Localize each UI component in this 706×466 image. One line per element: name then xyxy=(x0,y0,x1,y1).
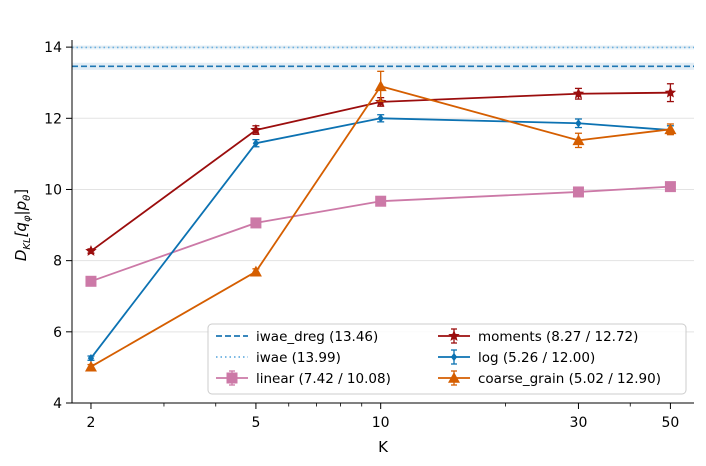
data-point-log xyxy=(87,353,95,363)
series-line-log xyxy=(90,117,671,359)
y-tick-label-4: 4 xyxy=(53,396,62,412)
data-point-linear xyxy=(85,275,97,287)
legend-item-log: log (5.26 / 12.00) xyxy=(438,349,595,366)
x-axis-title: K xyxy=(378,438,389,456)
legend: iwae_dreg (13.46) iwae (13.99) linear (7… xyxy=(207,323,687,395)
data-point-coarse_grain xyxy=(374,80,387,92)
data-point-log xyxy=(252,139,260,148)
y-axis-title-theta: θ xyxy=(22,195,33,201)
y-tick-label-10: 10 xyxy=(44,182,62,198)
x-tick-label-2: 2 xyxy=(87,415,96,431)
data-point-moments xyxy=(572,87,585,99)
data-point-log xyxy=(377,114,384,123)
legend-label-log: log (5.26 / 12.00) xyxy=(478,350,595,366)
legend-label-linear: linear (7.42 / 10.08) xyxy=(256,371,391,387)
data-point-coarse_grain xyxy=(249,265,262,277)
y-tick-label-8: 8 xyxy=(53,254,62,270)
legend-box xyxy=(207,323,687,395)
y-tick-label-6: 6 xyxy=(53,325,62,341)
y-axis-title-phi: φ xyxy=(22,215,33,222)
legend-swatch-marker-moments xyxy=(448,330,460,341)
legend-item-iwae-dreg: iwae_dreg (13.46) xyxy=(216,329,378,345)
axes: 4 6 8 10 12 14 2 5 10 30 50 xyxy=(44,40,694,431)
legend-item-linear: linear (7.42 / 10.08) xyxy=(216,370,391,387)
legend-item-iwae: iwae (13.99) xyxy=(216,350,341,366)
data-point-linear xyxy=(250,217,262,229)
data-point-linear xyxy=(375,195,387,207)
legend-item-coarse-grain: coarse_grain (5.02 / 12.90) xyxy=(438,370,661,387)
reference-lines xyxy=(72,45,694,70)
legend-label-moments: moments (8.27 / 12.72) xyxy=(478,329,638,345)
legend-item-moments: moments (8.27 / 12.72) xyxy=(438,328,638,345)
y-axis-title-q: [q xyxy=(12,222,30,237)
x-tick-label-10: 10 xyxy=(372,415,390,431)
series-layer xyxy=(84,70,677,372)
x-tick-label-5: 5 xyxy=(251,415,260,431)
y-axis-title-d: D xyxy=(12,250,30,262)
y-axis-title-close: ] xyxy=(12,189,30,195)
data-point-log xyxy=(575,119,582,128)
legend-label-coarse-grain: coarse_grain (5.02 / 12.90) xyxy=(478,371,661,387)
y-tick-label-12: 12 xyxy=(44,111,62,127)
y-tick-label-14: 14 xyxy=(44,40,62,56)
y-axis-title-kl: KL xyxy=(22,237,33,249)
data-point-coarse_grain xyxy=(664,123,677,135)
series-log xyxy=(87,114,674,363)
data-point-coarse_grain xyxy=(84,360,97,372)
series-linear xyxy=(85,181,676,287)
legend-swatch-marker-log xyxy=(450,352,458,362)
data-point-moments xyxy=(250,124,262,135)
data-point-linear xyxy=(572,186,584,198)
x-tick-label-30: 30 xyxy=(570,415,588,431)
series-coarse_grain xyxy=(84,70,677,372)
data-point-linear xyxy=(664,181,676,193)
series-moments xyxy=(85,83,677,256)
legend-label-iwae: iwae (13.99) xyxy=(256,350,341,366)
x-tick-label-50: 50 xyxy=(661,415,679,431)
data-point-moments xyxy=(85,245,97,256)
y-axis-title: DKL[qφ|pθ] xyxy=(12,189,33,261)
y-axis-title-p: |p xyxy=(12,201,30,216)
legend-swatch-marker-linear xyxy=(226,372,238,384)
data-point-coarse_grain xyxy=(572,134,585,146)
legend-swatch-marker-coarse_grain xyxy=(448,372,460,383)
legend-label-iwae-dreg: iwae_dreg (13.46) xyxy=(256,329,378,345)
data-point-moments xyxy=(664,86,677,98)
